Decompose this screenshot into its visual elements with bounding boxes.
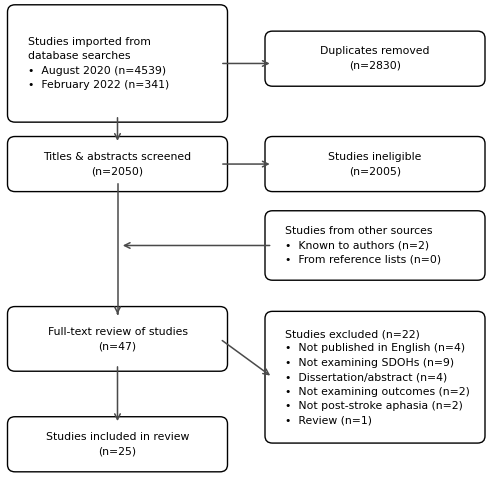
Text: Studies imported from
database searches
•  August 2020 (n=4539)
•  February 2022: Studies imported from database searches … [28,37,169,90]
FancyBboxPatch shape [265,311,485,443]
FancyBboxPatch shape [8,417,228,472]
FancyBboxPatch shape [8,137,228,192]
Text: Titles & abstracts screened
(n=2050): Titles & abstracts screened (n=2050) [44,152,192,176]
Text: Studies from other sources
•  Known to authors (n=2)
•  From reference lists (n=: Studies from other sources • Known to au… [285,226,441,265]
FancyBboxPatch shape [265,211,485,280]
FancyBboxPatch shape [8,5,228,122]
FancyBboxPatch shape [265,137,485,192]
Text: Duplicates removed
(n=2830): Duplicates removed (n=2830) [320,46,430,71]
Text: Studies ineligible
(n=2005): Studies ineligible (n=2005) [328,152,422,176]
Text: Studies included in review
(n=25): Studies included in review (n=25) [46,432,189,456]
Text: Studies excluded (n=22)
•  Not published in English (n=4)
•  Not examining SDOHs: Studies excluded (n=22) • Not published … [285,329,470,425]
FancyBboxPatch shape [265,31,485,86]
FancyBboxPatch shape [8,307,228,371]
Text: Full-text review of studies
(n=47): Full-text review of studies (n=47) [48,327,188,351]
